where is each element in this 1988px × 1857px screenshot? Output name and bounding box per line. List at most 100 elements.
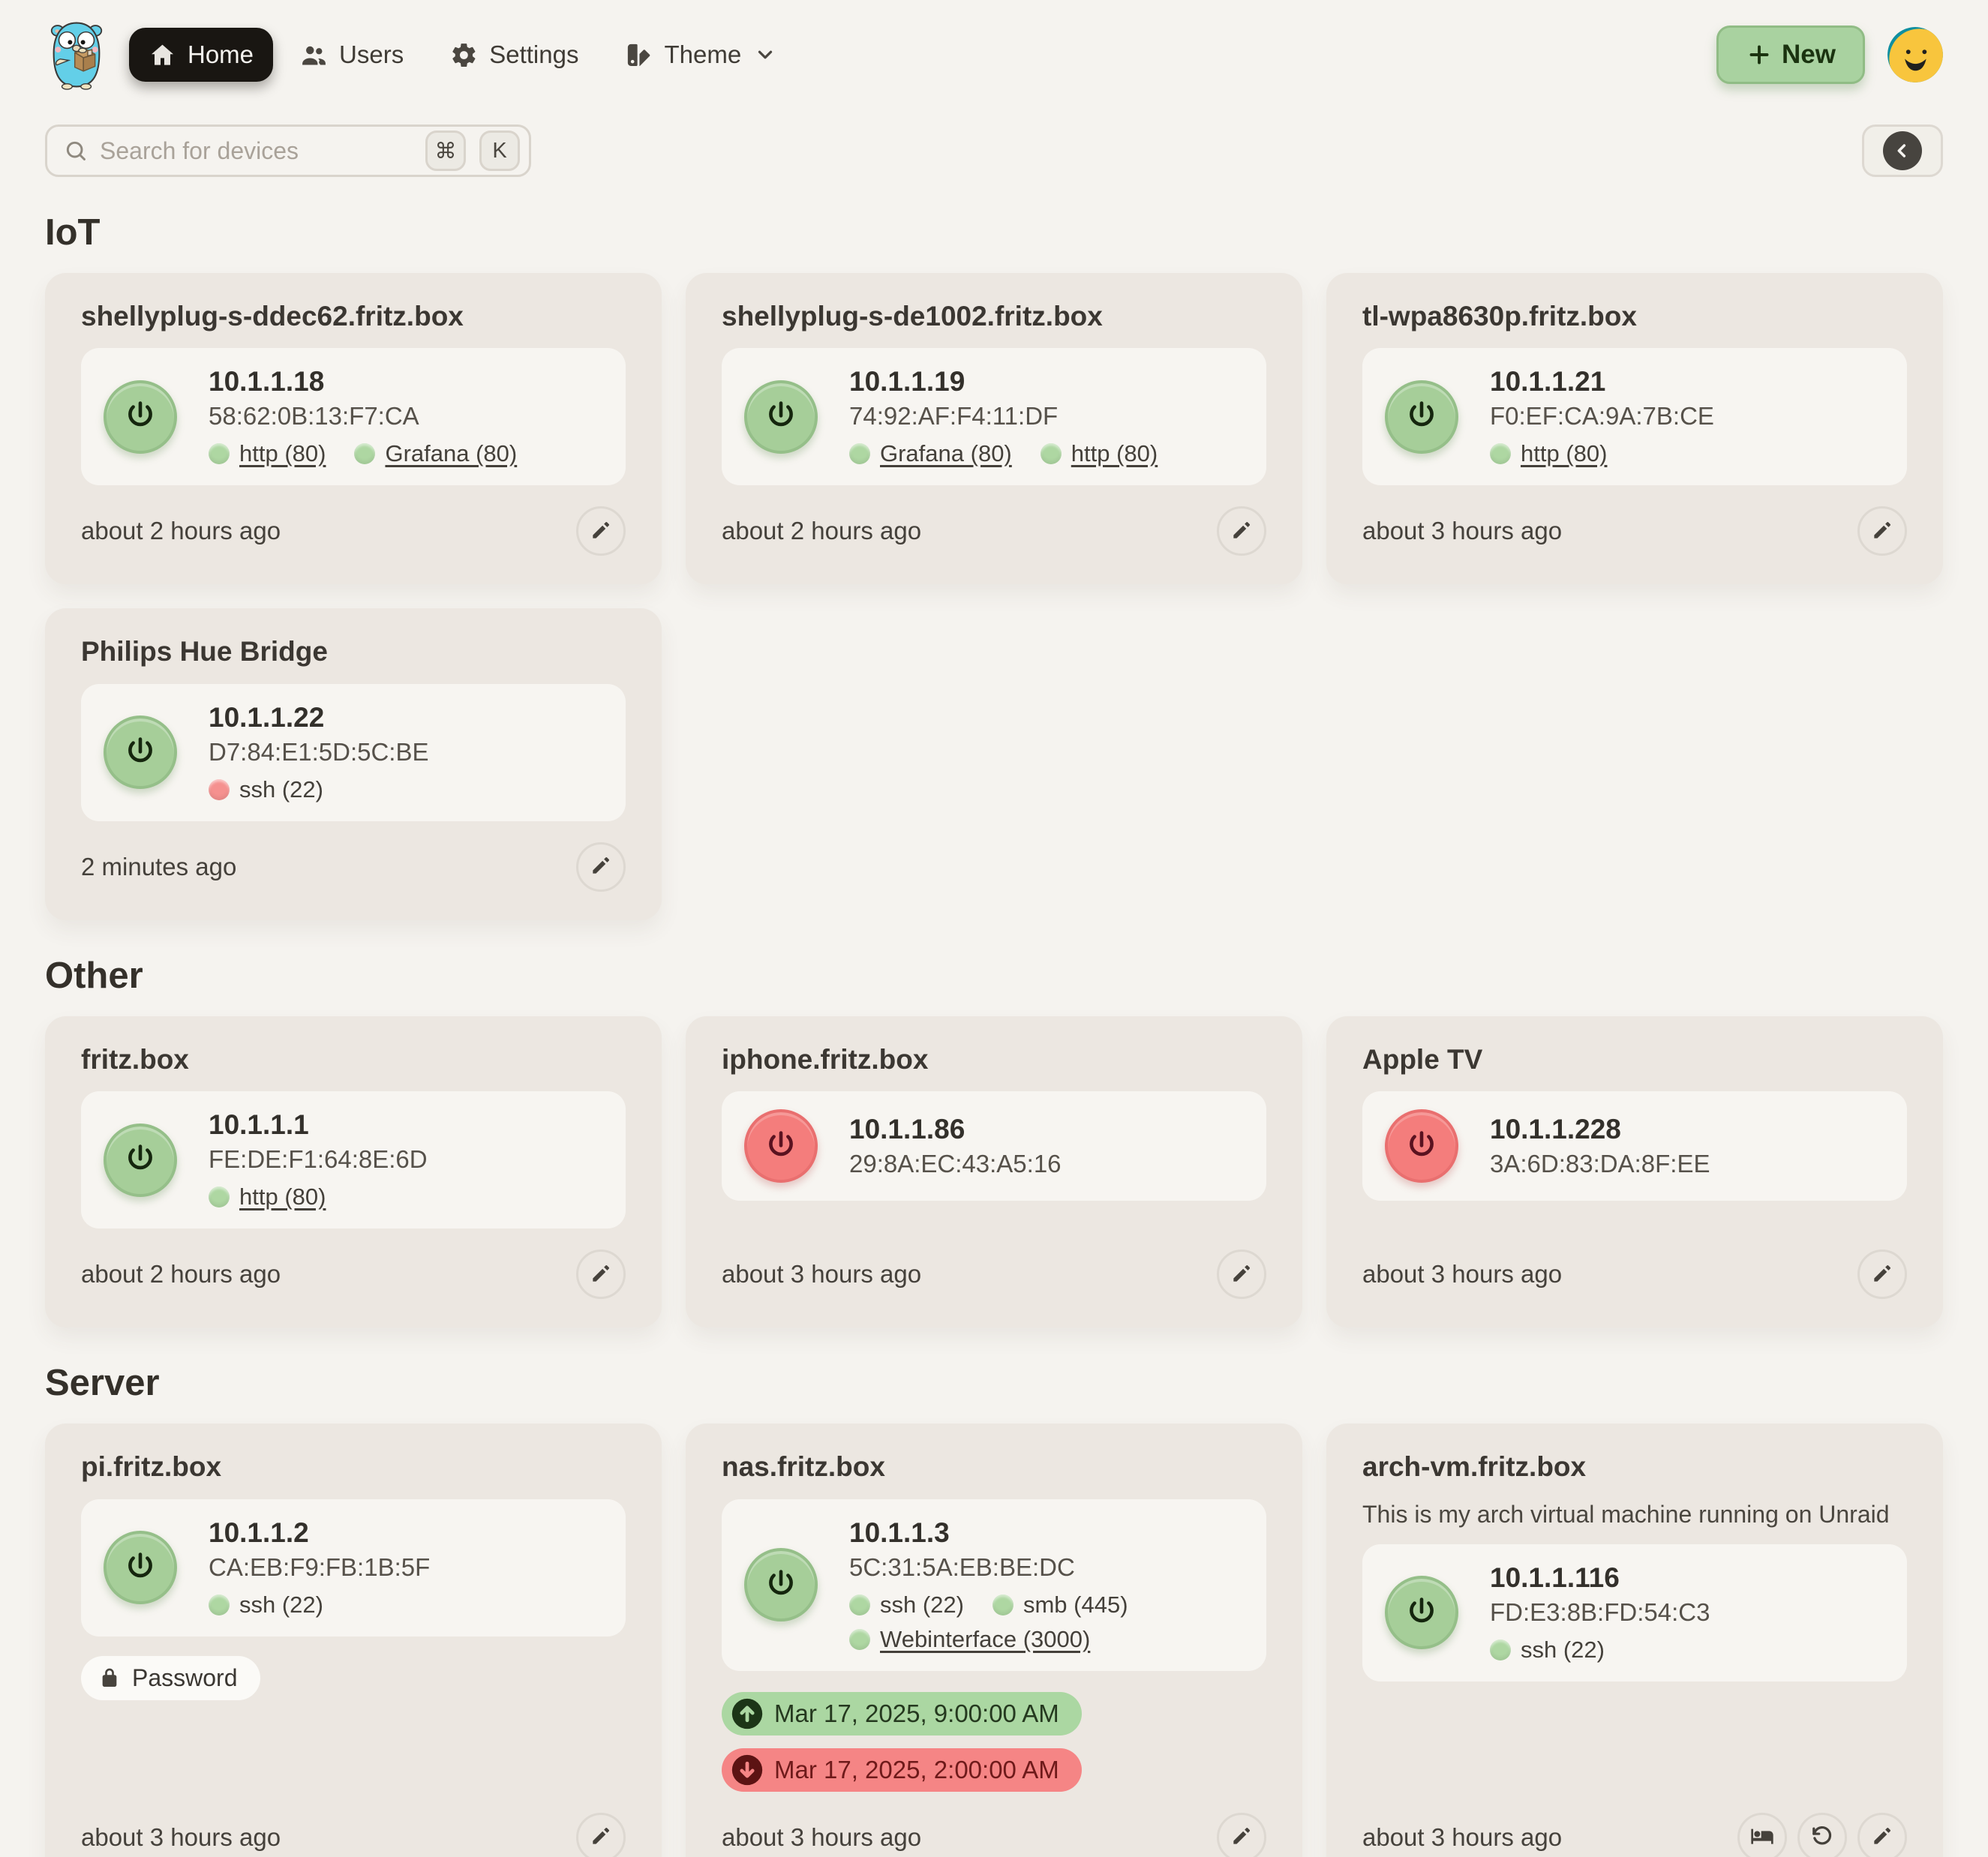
edit-button[interactable] bbox=[1217, 1812, 1266, 1857]
port-link[interactable]: http (80) bbox=[239, 440, 326, 467]
port-label: ssh (22) bbox=[239, 776, 323, 802]
last-seen-label: about 3 hours ago bbox=[1362, 1260, 1563, 1288]
port-dot-open bbox=[209, 443, 230, 465]
port-link[interactable]: http (80) bbox=[1521, 440, 1608, 467]
port-link[interactable]: http (80) bbox=[239, 1184, 326, 1210]
device-ip: 10.1.1.3 bbox=[849, 1516, 950, 1548]
device-panel: 10.1.1.19 74:92:AF:F4:11:DF Grafana (80) ht… bbox=[722, 348, 1266, 486]
nav-item-users[interactable]: Users bbox=[281, 28, 423, 82]
device-name: pi.fritz.box bbox=[81, 1451, 222, 1483]
power-button[interactable] bbox=[1385, 380, 1458, 454]
nav-item-theme[interactable]: Theme bbox=[605, 28, 796, 82]
port-list: Grafana (80) http (80) bbox=[849, 440, 1158, 467]
section-title: IoT bbox=[45, 212, 101, 253]
nav-item-settings[interactable]: Settings bbox=[431, 28, 598, 82]
device-name: Philips Hue Bridge bbox=[81, 636, 328, 668]
badge-row: Password bbox=[81, 1655, 626, 1700]
port-link[interactable]: http (80) bbox=[1071, 440, 1158, 467]
port-dot-open bbox=[1490, 1639, 1511, 1660]
arrow-up-circle-icon bbox=[731, 1697, 764, 1730]
pencil-icon bbox=[589, 1824, 613, 1850]
pencil-icon bbox=[589, 518, 613, 544]
port-label: ssh (22) bbox=[1521, 1636, 1605, 1663]
power-icon bbox=[764, 1567, 798, 1604]
edit-button[interactable] bbox=[1857, 1250, 1907, 1300]
port-dot-open bbox=[849, 1628, 870, 1650]
power-icon bbox=[123, 398, 158, 435]
power-button[interactable] bbox=[1385, 1576, 1458, 1650]
device-ip: 10.1.1.2 bbox=[209, 1516, 309, 1548]
top-nav: Home Users Settings Theme New bbox=[45, 20, 1943, 90]
edit-button[interactable] bbox=[576, 1250, 626, 1300]
password-badge-label: Password bbox=[132, 1664, 238, 1691]
card-actions bbox=[576, 1812, 626, 1857]
device-card: tl-wpa8630p.fritz.box 10.1.1.21 F0:EF:CA:9… bbox=[1326, 273, 1943, 585]
edit-button[interactable] bbox=[1857, 506, 1907, 556]
card-actions bbox=[1217, 506, 1266, 556]
port-link[interactable]: Grafana (80) bbox=[385, 440, 518, 467]
device-card: Apple TV 10.1.1.228 3A:6D:83:DA:8F:EE about… bbox=[1326, 1016, 1943, 1328]
section-other: Other fritz.box 10.1.1.1 FE:DE:F1:64:8E:6D h… bbox=[45, 955, 1943, 1328]
main-nav: Home Users Settings Theme bbox=[129, 28, 796, 82]
port-list: ssh (22) bbox=[1490, 1636, 1710, 1664]
edit-button[interactable] bbox=[1217, 506, 1266, 556]
gopher-logo bbox=[45, 20, 108, 90]
power-button[interactable] bbox=[104, 380, 177, 454]
power-button[interactable] bbox=[744, 1109, 818, 1184]
schedule-list: Mar 17, 2025, 9:00:00 AM Mar 17, 2025, 2:… bbox=[722, 1691, 1266, 1792]
power-button[interactable] bbox=[104, 716, 177, 790]
reboot-button[interactable] bbox=[1797, 1812, 1847, 1857]
port-status: Grafana (80) bbox=[849, 440, 1012, 467]
power-button[interactable] bbox=[744, 1548, 818, 1622]
device-panel: 10.1.1.22 D7:84:E1:5D:5C:BE ssh (22) bbox=[81, 683, 626, 821]
last-seen-label: about 2 hours ago bbox=[722, 517, 922, 545]
port-list: http (80) bbox=[1490, 440, 1714, 467]
device-description: This is my arch virtual machine running … bbox=[1362, 1500, 1890, 1528]
edit-button[interactable] bbox=[576, 842, 626, 892]
nav-item-label: Theme bbox=[664, 40, 742, 68]
edit-button[interactable] bbox=[1217, 1250, 1266, 1300]
nav-item-label: Settings bbox=[489, 40, 579, 68]
port-link[interactable]: Webinterface (3000) bbox=[880, 1625, 1091, 1652]
power-button[interactable] bbox=[1385, 1109, 1458, 1184]
port-dot-open bbox=[849, 443, 870, 465]
port-status: http (80) bbox=[209, 440, 326, 467]
power-button[interactable] bbox=[104, 1123, 177, 1197]
collapse-panel-button[interactable] bbox=[1862, 124, 1943, 177]
power-button[interactable] bbox=[104, 1531, 177, 1605]
chevron-left-icon bbox=[1883, 131, 1922, 170]
user-avatar[interactable] bbox=[1887, 27, 1943, 82]
device-mac: FE:DE:F1:64:8E:6D bbox=[209, 1145, 428, 1174]
pencil-icon bbox=[589, 854, 613, 880]
port-link[interactable]: Grafana (80) bbox=[880, 440, 1012, 467]
card-actions bbox=[1857, 506, 1907, 556]
device-info: 10.1.1.3 5C:31:5A:EB:BE:DC ssh (22) smb (44… bbox=[849, 1517, 1244, 1653]
device-grid: shellyplug-s-ddec62.fritz.box 10.1.1.18 58… bbox=[45, 273, 1943, 920]
device-mac: 74:92:AF:F4:11:DF bbox=[849, 402, 1059, 430]
card-actions bbox=[576, 1250, 626, 1300]
section-iot: IoT shellyplug-s-ddec62.fritz.box 10.1.1.1… bbox=[45, 212, 1943, 920]
power-icon bbox=[123, 734, 158, 771]
port-label: ssh (22) bbox=[880, 1591, 964, 1618]
device-name: arch-vm.fritz.box bbox=[1362, 1451, 1587, 1483]
edit-button[interactable] bbox=[576, 1812, 626, 1857]
nav-item-home[interactable]: Home bbox=[129, 28, 274, 82]
edit-button[interactable] bbox=[576, 506, 626, 556]
nav-item-label: Users bbox=[339, 40, 404, 68]
new-device-button[interactable]: New bbox=[1716, 26, 1865, 84]
pencil-icon bbox=[1870, 1262, 1894, 1288]
sleep-button[interactable] bbox=[1737, 1812, 1787, 1857]
power-button[interactable] bbox=[744, 380, 818, 454]
port-list: ssh (22) bbox=[209, 776, 429, 803]
last-seen-label: about 3 hours ago bbox=[1362, 517, 1563, 545]
device-grid: pi.fritz.box 10.1.1.2 CA:EB:F9:FB:1B:5F ssh… bbox=[45, 1424, 1943, 1857]
port-status: http (80) bbox=[209, 1184, 326, 1210]
port-status: ssh (22) bbox=[209, 1592, 323, 1618]
port-dot-open bbox=[354, 443, 376, 465]
last-seen-label: about 3 hours ago bbox=[722, 1822, 922, 1851]
gear-icon bbox=[450, 41, 478, 69]
edit-button[interactable] bbox=[1857, 1812, 1907, 1857]
device-panel: 10.1.1.116 FD:E3:8B:FD:54:C3 ssh (22) bbox=[1362, 1544, 1907, 1682]
section-title: Other bbox=[45, 955, 143, 996]
search-input[interactable] bbox=[100, 136, 412, 165]
